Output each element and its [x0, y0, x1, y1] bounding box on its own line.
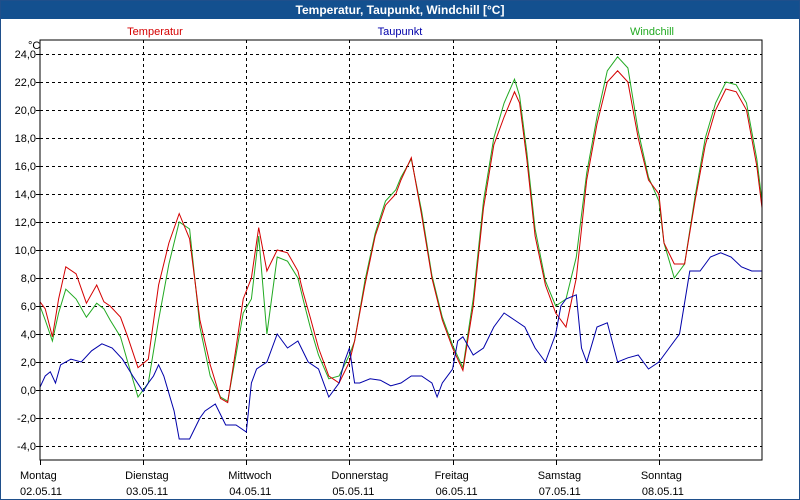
x-tick-day-label: Montag [20, 470, 57, 482]
y-tick-label: 16,0 [15, 161, 36, 173]
grid-lines [36, 40, 762, 465]
y-axis-unit-label: °C [28, 40, 40, 52]
legend-entry-temperatur: Temperatur [127, 26, 183, 38]
chart-title: Temperatur, Taupunkt, Windchill [°C] [1, 1, 799, 19]
x-tick-date-label: 05.05.11 [332, 486, 374, 498]
y-tick-label: 14,0 [15, 189, 36, 201]
y-tick-labels: -4,0 -2,0 0,0 2,0 4,0 6,0 8,0 10,0 12,0 14,0 16,0 1… [15, 49, 36, 453]
y-tick-label: 12,0 [15, 217, 36, 229]
y-tick-label: 8,0 [21, 273, 36, 285]
y-tick-label: 20,0 [15, 105, 36, 117]
series-line-taupunkt [39, 252, 762, 440]
x-tick-date-label: 03.05.11 [126, 486, 168, 498]
y-tick-label: -4,0 [17, 441, 36, 453]
x-tick-date-label: 02.05.11 [20, 486, 62, 498]
x-tick-date-label: 06.05.11 [436, 486, 478, 498]
series-line-windchill [39, 56, 763, 402]
y-tick-label: 18,0 [15, 133, 36, 145]
series-lines [39, 56, 763, 440]
x-tick-day-label: Mittwoch [228, 470, 271, 482]
x-tick-day-label: Dienstag [125, 470, 168, 482]
legend-entry-windchill: Windchill [630, 26, 674, 38]
y-tick-label: 24,0 [15, 49, 36, 61]
x-tick-date-label: 08.05.11 [642, 486, 684, 498]
y-tick-label: 0,0 [21, 385, 36, 397]
plot-border [39, 39, 763, 461]
x-tick-day-label: Sonntag [641, 470, 682, 482]
x-tick-day-label: Freitag [435, 470, 469, 482]
y-tick-label: 2,0 [21, 357, 36, 369]
x-tick-day-label: Samstag [538, 470, 581, 482]
y-tick-label: 6,0 [21, 301, 36, 313]
legend-entry-taupunkt: Taupunkt [378, 26, 423, 38]
x-tick-day-label: Donnerstag [331, 470, 388, 482]
y-tick-label: 22,0 [15, 77, 36, 89]
y-tick-label: -2,0 [17, 413, 36, 425]
series-line-temperatur [39, 70, 763, 404]
x-tick-date-label: 07.05.11 [539, 486, 581, 498]
x-tick-labels: Montag 02.05.11 Dienstag 03.05.11 Mittwoch 04… [20, 470, 684, 498]
y-tick-label: 4,0 [21, 329, 36, 341]
x-tick-date-label: 04.05.11 [229, 486, 271, 498]
y-tick-label: 10,0 [15, 245, 36, 257]
legend: Temperatur Taupunkt Windchill [127, 26, 674, 38]
